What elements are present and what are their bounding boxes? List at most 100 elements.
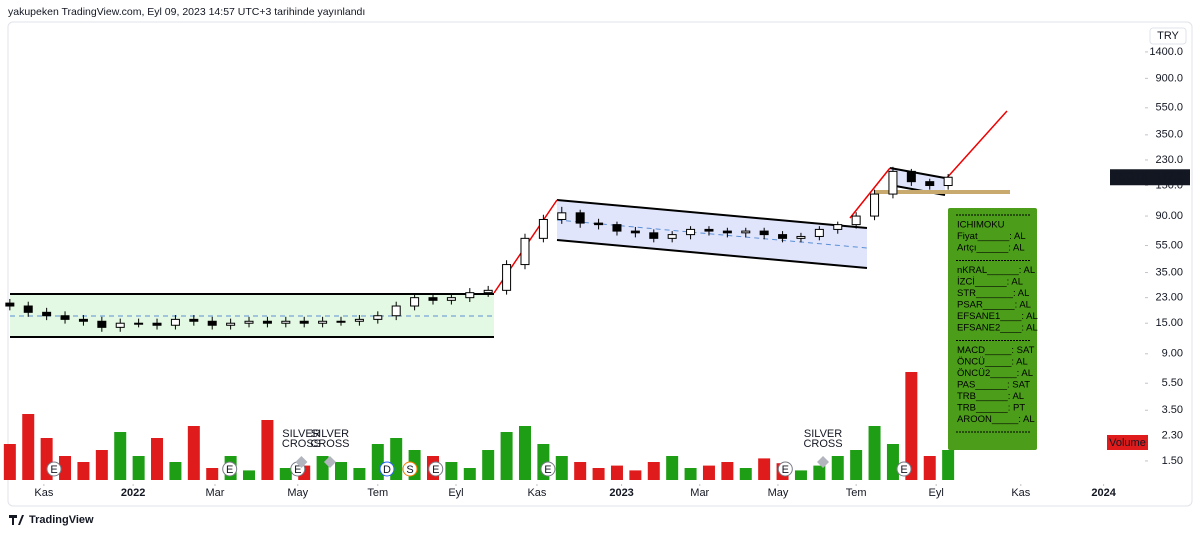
candle-body xyxy=(722,230,732,234)
x-tick-label: 2023 xyxy=(609,487,633,499)
candle-body xyxy=(115,322,125,328)
volume-bar xyxy=(482,450,495,480)
panel-box xyxy=(948,208,1037,450)
annotation-text: CROSS xyxy=(282,438,321,450)
volume-bar xyxy=(500,432,513,480)
symbol: YEOTK xyxy=(1111,171,1149,183)
volume-bar xyxy=(22,414,35,480)
annotation-text: SILVER xyxy=(804,428,842,440)
y-tick-label: 15.00 xyxy=(1155,317,1183,329)
candle-body xyxy=(630,230,640,234)
candle-body xyxy=(391,305,401,317)
volume-badge xyxy=(1107,435,1148,450)
candle-body xyxy=(281,320,291,324)
candle-body xyxy=(833,224,843,230)
y-tick-label: 350.0 xyxy=(1155,129,1183,141)
volume-bar xyxy=(942,450,955,480)
volume-bar xyxy=(132,456,145,480)
candle-body xyxy=(207,320,217,326)
event-label: E xyxy=(50,464,57,476)
indicator-line: MACD_____: SAT xyxy=(957,345,1035,356)
candle-body xyxy=(226,322,236,326)
event-marker xyxy=(777,461,793,477)
last-price: 172.2 xyxy=(1155,171,1183,183)
indicator-line: PSAR______: AL xyxy=(957,300,1031,311)
candle-body xyxy=(851,215,861,226)
volume-bar xyxy=(868,426,881,480)
volume-bar xyxy=(59,456,72,480)
flag xyxy=(890,168,945,195)
volume-bar xyxy=(886,444,899,480)
y-tick-label: 550.0 xyxy=(1155,102,1183,114)
candle-body xyxy=(594,222,604,226)
volume-bar xyxy=(95,450,108,480)
event-label: E xyxy=(226,464,233,476)
y-tick-label: 55.00 xyxy=(1155,239,1183,251)
event-label: S xyxy=(406,464,413,476)
y-tick-label: 230.0 xyxy=(1155,154,1183,166)
x-tick-label: Mar xyxy=(690,487,709,499)
candle-body xyxy=(502,264,512,291)
volume-bar xyxy=(169,462,182,480)
indicator-line: AROON_____: AL xyxy=(957,414,1035,425)
event-label: E xyxy=(432,464,439,476)
candle-body xyxy=(888,170,898,195)
candle-body xyxy=(189,318,199,322)
event-label: E xyxy=(900,464,907,476)
event-marker xyxy=(402,461,418,477)
candle-body xyxy=(152,322,162,326)
candle-body xyxy=(78,318,88,322)
y-tick-label: 9.00 xyxy=(1162,348,1183,360)
channel-mid xyxy=(556,219,868,249)
event-marker xyxy=(540,461,556,477)
event-label: D xyxy=(383,464,391,476)
indicator-line: İZCİ______: AL xyxy=(957,277,1023,288)
volume-bar xyxy=(813,465,826,480)
channel-top xyxy=(556,199,868,229)
candle-body xyxy=(446,297,456,301)
support-band xyxy=(875,190,1010,194)
volume-bar xyxy=(3,444,16,480)
annotation-text: CROSS xyxy=(310,438,349,450)
indicator-line: PAS______: SAT xyxy=(957,380,1030,391)
event-label: E xyxy=(294,464,301,476)
volume-bar xyxy=(629,470,642,480)
volume-bar xyxy=(574,462,587,480)
candle-body xyxy=(60,315,70,320)
channel-bottom xyxy=(556,239,868,269)
event-label: E xyxy=(782,464,789,476)
y-tick-label: 35.00 xyxy=(1155,266,1183,278)
volume-bar xyxy=(518,426,531,480)
x-tick-label: Kas xyxy=(34,487,53,499)
indicator-line: TRB______: PT xyxy=(957,403,1025,414)
volume-bar xyxy=(702,465,715,480)
volume-bar xyxy=(739,468,752,480)
candle-body xyxy=(336,320,346,323)
volume-bar xyxy=(77,462,90,480)
candle-body xyxy=(134,322,144,325)
candle-body xyxy=(373,315,383,320)
volume-bar xyxy=(850,450,863,480)
candle-body xyxy=(483,289,493,294)
x-tick-label: Eyl xyxy=(929,487,944,499)
annotation-marker xyxy=(323,456,336,468)
volume-bar xyxy=(923,456,936,480)
volume-bar xyxy=(151,438,164,480)
volume-bar xyxy=(794,470,807,480)
annotation-marker xyxy=(295,456,308,468)
candle-body xyxy=(42,311,52,317)
candle-body xyxy=(23,305,33,313)
indicator-line: ICHIMOKU xyxy=(957,220,1005,231)
candle-body xyxy=(906,170,916,183)
volume-bar xyxy=(721,462,734,480)
volume-bar xyxy=(445,462,458,480)
candle-body xyxy=(778,234,788,239)
volume-bar xyxy=(684,468,697,480)
candle-body xyxy=(925,181,935,187)
candle-body xyxy=(814,228,824,237)
frame xyxy=(7,21,1193,507)
y-tick-label: 3.50 xyxy=(1162,404,1183,416)
footer: TradingView xyxy=(29,514,94,526)
logo xyxy=(9,515,24,525)
